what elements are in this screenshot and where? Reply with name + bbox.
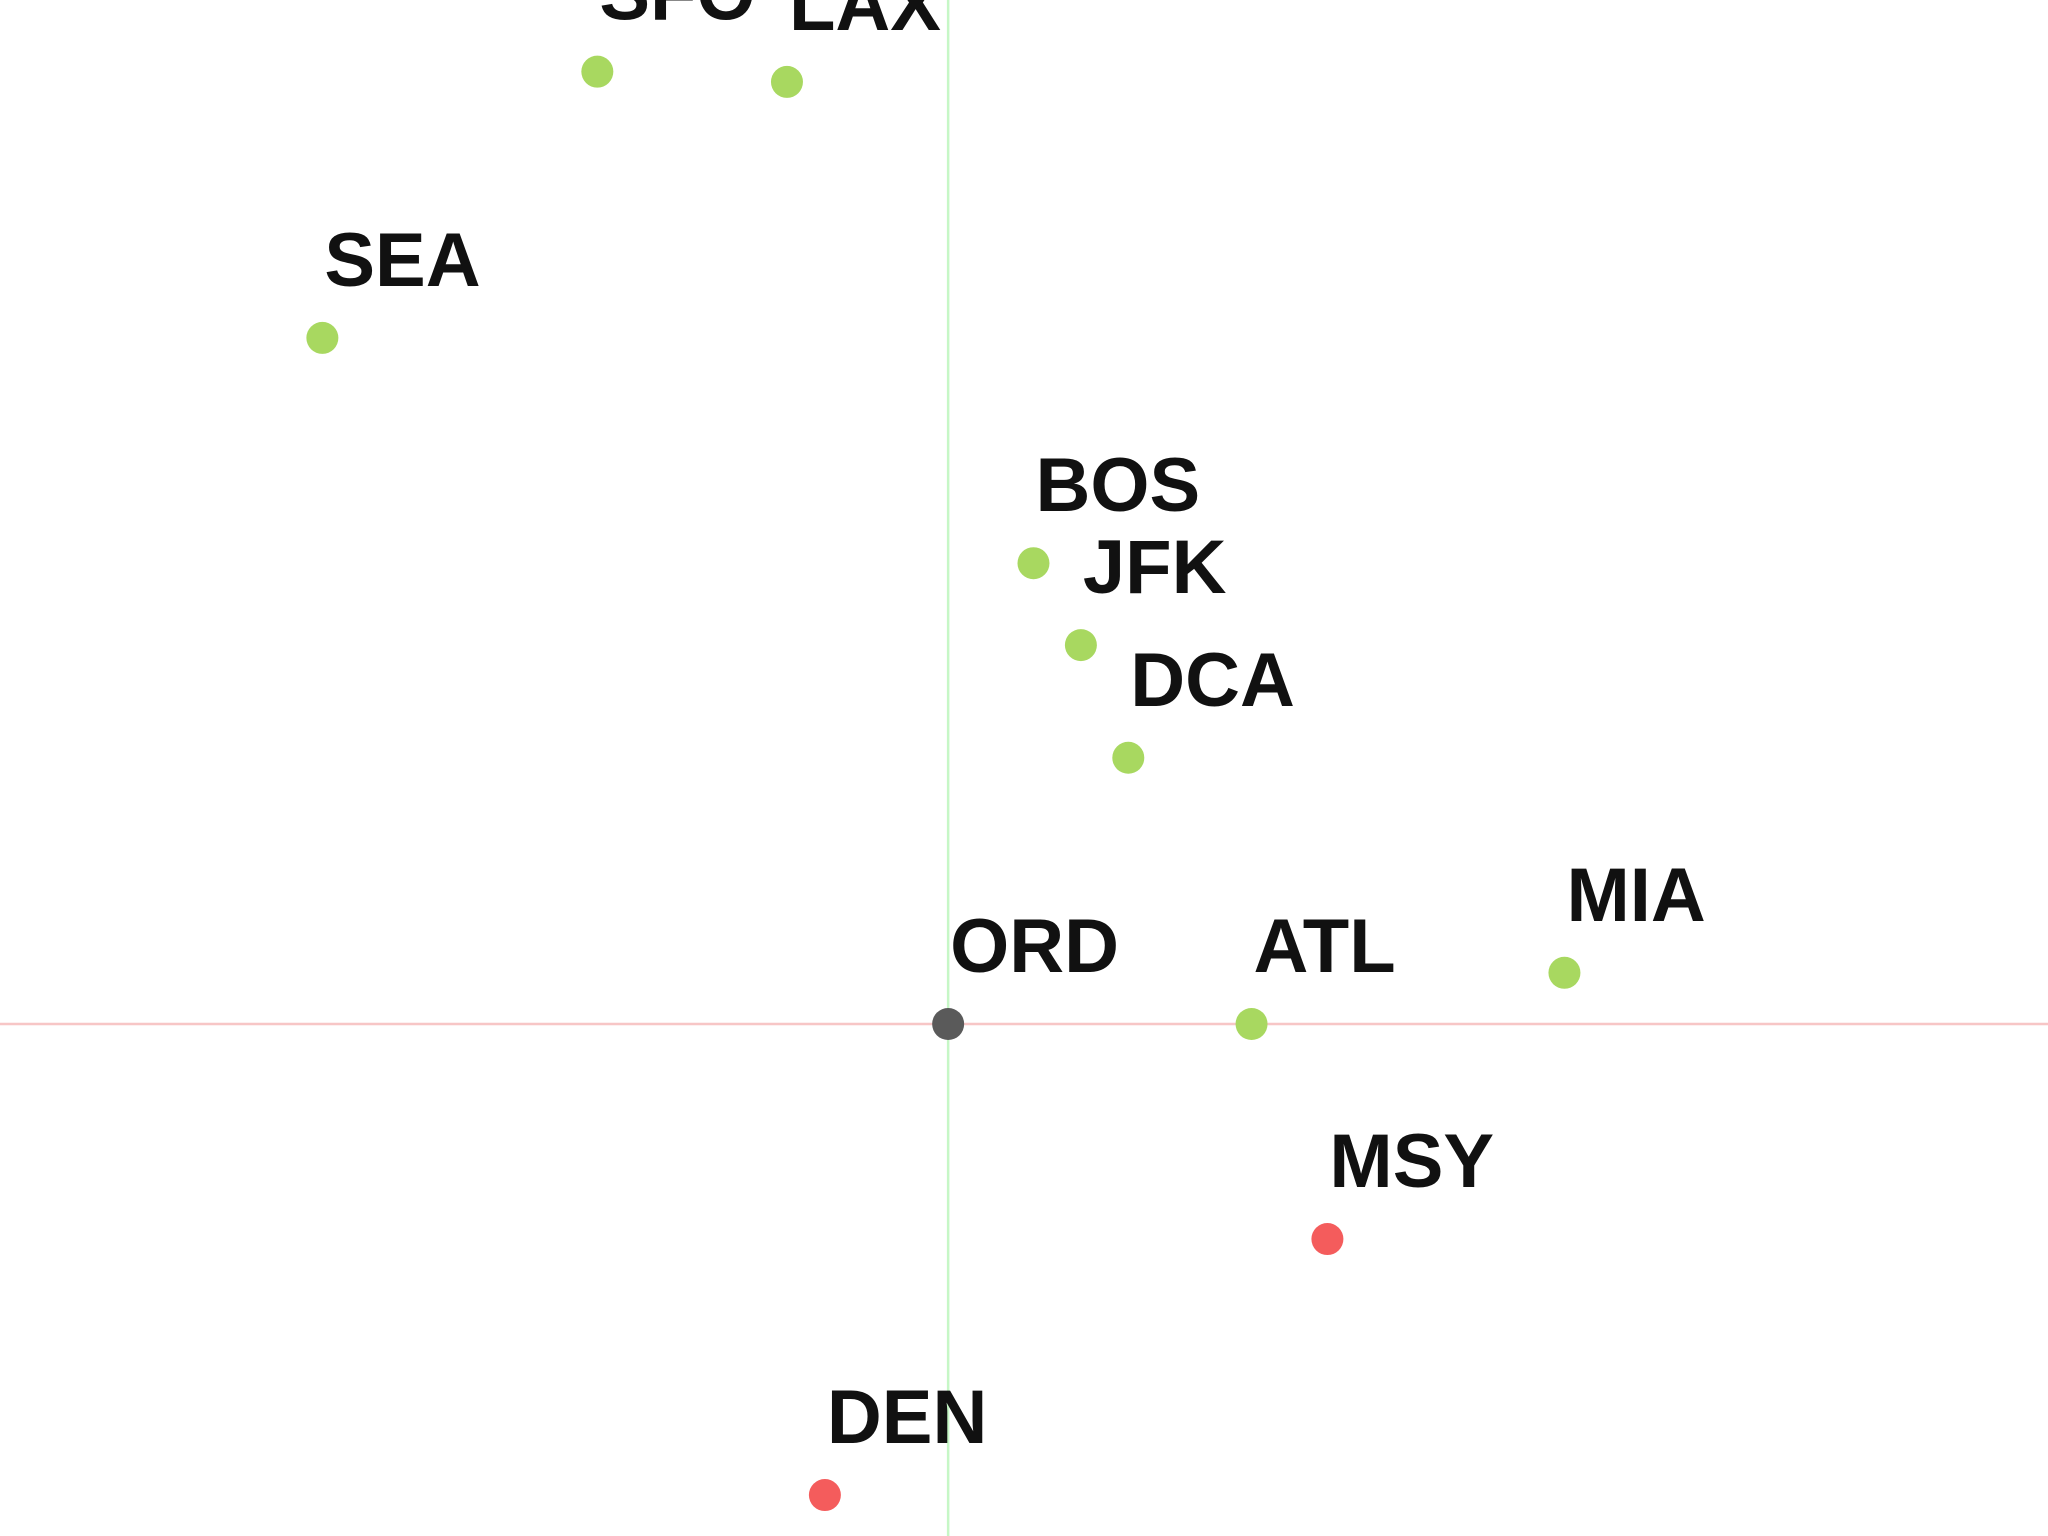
point-dca: [1112, 741, 1145, 774]
point-label-den: DEN: [827, 1375, 987, 1460]
point-label-atl: ATL: [1254, 904, 1396, 989]
point-sea: [306, 321, 339, 354]
point-label-mia: MIA: [1566, 853, 1705, 938]
point-label-msy: MSY: [1329, 1119, 1494, 1204]
point-label-sfo: SFO: [599, 0, 755, 37]
point-label-dca: DCA: [1130, 638, 1295, 723]
point-atl: [1235, 1008, 1268, 1040]
point-jfk: [1064, 629, 1097, 662]
point-msy: [1311, 1223, 1344, 1256]
points-layer: [306, 55, 1581, 1512]
point-mia: [1548, 956, 1581, 989]
point-label-lax: LAX: [789, 0, 941, 47]
point-sfo: [581, 55, 614, 88]
point-label-bos: BOS: [1035, 443, 1200, 528]
point-den: [808, 1479, 841, 1512]
point-label-jfk: JFK: [1083, 525, 1227, 610]
point-label-sea: SEA: [324, 218, 480, 303]
point-label-ord: ORD: [950, 904, 1119, 989]
point-bos: [1017, 547, 1050, 580]
point-ord: [932, 1008, 965, 1040]
point-lax: [770, 65, 803, 98]
